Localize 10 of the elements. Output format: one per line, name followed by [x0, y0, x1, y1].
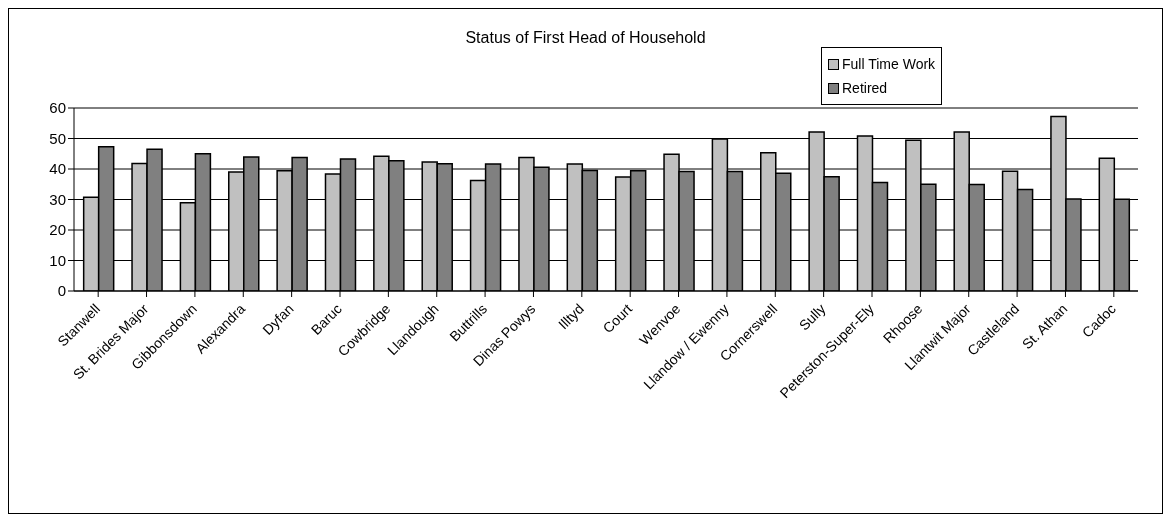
y-tick-label: 0 — [57, 282, 66, 300]
legend-label: Full Time Work — [842, 56, 936, 72]
legend-label: Retired — [842, 80, 888, 96]
chart-title: Status of First Head of Household — [464, 29, 707, 47]
y-tick-label: 30 — [49, 190, 66, 208]
y-tick-label: 50 — [49, 129, 66, 147]
y-tick-label: 10 — [49, 251, 66, 269]
y-tick-label: 20 — [49, 221, 66, 239]
y-tick-label: 40 — [49, 160, 66, 178]
y-tick-label: 60 — [49, 99, 66, 117]
